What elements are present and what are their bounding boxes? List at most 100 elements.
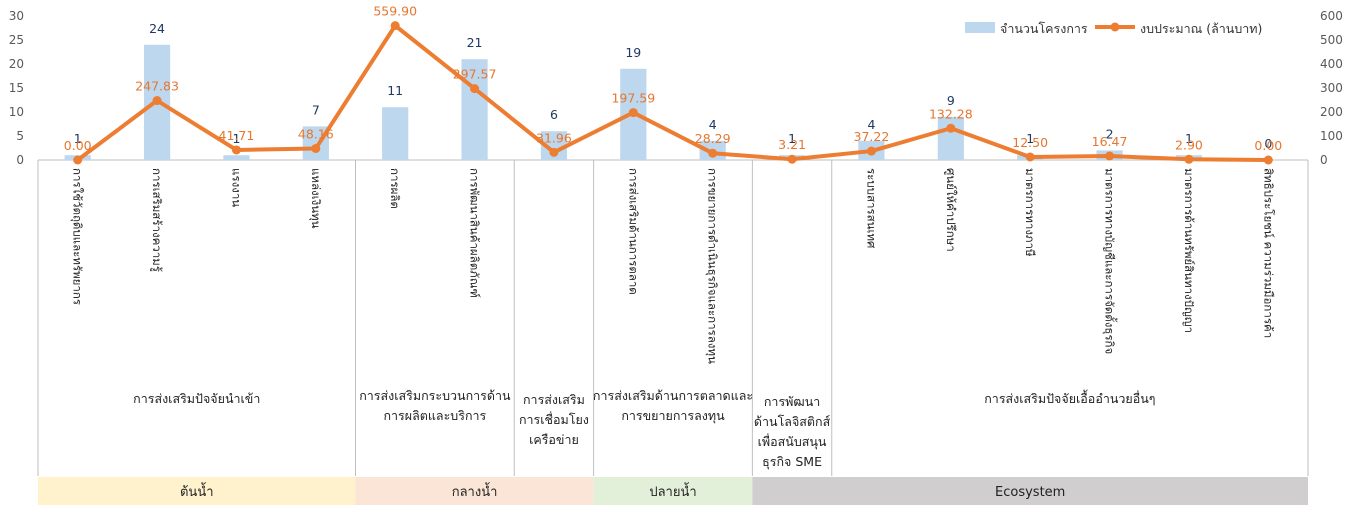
bar-value-label: 9 bbox=[947, 93, 955, 108]
line-point bbox=[1105, 151, 1115, 161]
group-label: เครือข่าย bbox=[529, 432, 579, 447]
bar bbox=[223, 155, 250, 160]
category-label: แรงงาน bbox=[229, 168, 243, 207]
group-label: การผลิตและบริการ bbox=[383, 408, 486, 423]
y-right-tick: 500 bbox=[1320, 33, 1343, 47]
category-label: มาตรการทางบัญชีและการจัดตั้งธุรกิจ bbox=[1103, 168, 1118, 354]
y-left-tick: 20 bbox=[9, 57, 24, 71]
bar-value-label: 1 bbox=[74, 131, 82, 146]
line-value-label: 297.57 bbox=[453, 67, 497, 82]
group-label: การส่งเสริม bbox=[523, 392, 585, 407]
line-value-label: 37.22 bbox=[854, 129, 890, 144]
bar-value-label: 19 bbox=[625, 45, 641, 60]
category-label: สิทธิประโยชน์ ความร่วมมือการค้า bbox=[1261, 168, 1275, 338]
band-label: ปลายน้ำ bbox=[649, 482, 696, 500]
legend-label-bars: จำนวนโครงการ bbox=[1000, 21, 1088, 36]
line-point bbox=[549, 147, 559, 157]
y-left-tick: 10 bbox=[9, 105, 24, 119]
line-point bbox=[470, 84, 480, 94]
line-value-label: 16.47 bbox=[1092, 134, 1128, 149]
bar bbox=[382, 107, 409, 160]
line-value-label: 28.29 bbox=[695, 131, 731, 146]
line-point bbox=[866, 146, 876, 156]
legend-swatch-bars bbox=[965, 22, 995, 33]
line-point bbox=[152, 96, 162, 106]
bar bbox=[461, 59, 488, 161]
y-right-tick: 200 bbox=[1320, 105, 1343, 119]
y-left-tick: 15 bbox=[9, 81, 24, 95]
group-label: การส่งเสริมปัจจัยนำเข้า bbox=[133, 391, 260, 406]
line-value-label: 3.21 bbox=[778, 137, 806, 152]
line-value-label: 31.96 bbox=[536, 130, 572, 145]
y-right-tick: 300 bbox=[1320, 81, 1343, 95]
category-label: การพัฒนาสินค้าผลิตภัณฑ์ bbox=[468, 168, 482, 298]
line-point bbox=[311, 143, 321, 153]
category-label: การขยายการดำเนินธุรกิจและการลงทุน bbox=[706, 168, 720, 364]
line-value-label: 0.00 bbox=[1254, 138, 1282, 153]
line-point bbox=[390, 21, 400, 31]
band-label: กลางน้ำ bbox=[452, 482, 498, 500]
category-label: ศูนย์ให้คำปรึกษา bbox=[944, 168, 958, 252]
group-label: เพื่อสนับสนุน bbox=[758, 433, 827, 450]
bar-value-label: 11 bbox=[387, 83, 403, 98]
line-point bbox=[73, 155, 83, 165]
line-series bbox=[73, 21, 1273, 165]
band bbox=[752, 477, 1308, 505]
band bbox=[593, 477, 753, 505]
line-value-label: 12.50 bbox=[1012, 135, 1048, 150]
bar-value-label: 4 bbox=[867, 117, 875, 132]
line-value-label: 48.16 bbox=[298, 126, 334, 141]
line-value-label: 197.59 bbox=[611, 91, 655, 106]
category-label: ระบบสารสนเทศ bbox=[864, 168, 878, 249]
y-right-tick: 0 bbox=[1320, 153, 1328, 167]
budget-line bbox=[76, 23, 1269, 162]
bar-value-label: 24 bbox=[149, 21, 165, 36]
y-right-tick: 400 bbox=[1320, 57, 1343, 71]
bar-value-label: 21 bbox=[467, 35, 483, 50]
line-value-label: 559.90 bbox=[373, 4, 417, 19]
bar-value-label: 2 bbox=[1106, 126, 1114, 141]
bar-value-label: 7 bbox=[312, 102, 320, 117]
legend: จำนวนโครงการ งบประมาณ (ล้านบาท) bbox=[965, 21, 1262, 36]
line-point bbox=[946, 123, 956, 133]
line-value-label: 41.71 bbox=[219, 128, 255, 143]
line-point bbox=[231, 145, 241, 155]
line-value-label: 247.83 bbox=[135, 79, 179, 94]
category-label: การเสริมสร้างความรู้ bbox=[150, 168, 164, 272]
y-left-tick: 5 bbox=[16, 129, 24, 143]
bar-value-label: 1 bbox=[232, 131, 240, 146]
line-value-label: 2.90 bbox=[1175, 137, 1203, 152]
legend-marker-line bbox=[1110, 22, 1120, 32]
category-label: มาตรการทางภาษี bbox=[1023, 168, 1037, 257]
value-chain-bands: ต้นน้ำ กลางน้ำ ปลายน้ำ Ecosystem bbox=[38, 477, 1308, 505]
line-value-label: 132.28 bbox=[929, 106, 973, 121]
line-point bbox=[1184, 154, 1194, 164]
bar-value-label: 1 bbox=[1026, 131, 1034, 146]
group-label: การขยายการลงทุน bbox=[621, 408, 725, 424]
bar-series bbox=[64, 44, 1203, 161]
group-label: ด้านโลจิสติกส์ bbox=[754, 414, 831, 429]
group-labels: การส่งเสริมปัจจัยนำเข้า การส่งเสริมกระบวน… bbox=[133, 388, 1155, 470]
line-point bbox=[1025, 152, 1035, 162]
line-point bbox=[787, 154, 797, 164]
line-point bbox=[708, 148, 718, 158]
category-label: การส่งเสริมด้านการตลาด bbox=[626, 168, 640, 295]
line-value-label: 0.00 bbox=[64, 138, 92, 153]
band bbox=[38, 477, 356, 505]
y-right-tick: 600 bbox=[1320, 9, 1343, 23]
y-right-tick: 100 bbox=[1320, 129, 1343, 143]
group-label: ธุรกิจ SME bbox=[762, 454, 822, 470]
category-labels: การใช้วัตถุดิบและทรัพยากร การเสริมสร้างคว… bbox=[71, 168, 1276, 364]
group-label: การส่งเสริมปัจจัยเอื้ออำนวยอื่นๆ bbox=[984, 389, 1155, 406]
group-label: การส่งเสริมกระบวนการด้าน bbox=[359, 388, 511, 403]
line-point bbox=[628, 108, 638, 118]
band-label: ต้นน้ำ bbox=[180, 482, 214, 500]
bar-value-label: 0 bbox=[1264, 136, 1272, 151]
group-label: การส่งเสริมด้านการตลาดและ bbox=[593, 388, 753, 403]
group-label: การพัฒนา bbox=[764, 394, 820, 409]
category-label: การใช้วัตถุดิบและทรัพยากร bbox=[71, 168, 85, 305]
bar-value-label: 1 bbox=[788, 131, 796, 146]
